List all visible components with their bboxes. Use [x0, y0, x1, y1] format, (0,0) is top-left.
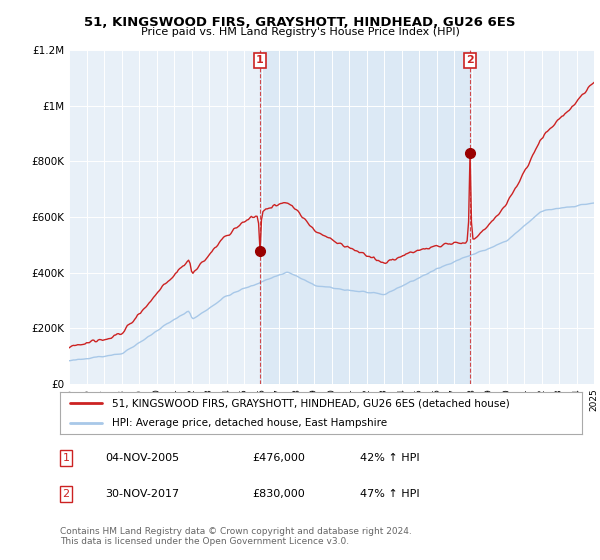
Text: HPI: Average price, detached house, East Hampshire: HPI: Average price, detached house, East…	[112, 418, 388, 428]
Text: 51, KINGSWOOD FIRS, GRAYSHOTT, HINDHEAD, GU26 6ES: 51, KINGSWOOD FIRS, GRAYSHOTT, HINDHEAD,…	[84, 16, 516, 29]
Text: 04-NOV-2005: 04-NOV-2005	[105, 453, 179, 463]
Text: 47% ↑ HPI: 47% ↑ HPI	[360, 489, 419, 499]
Text: £476,000: £476,000	[252, 453, 305, 463]
Text: 1: 1	[256, 55, 263, 66]
Text: 2: 2	[466, 55, 473, 66]
Text: 1: 1	[62, 453, 70, 463]
Text: £830,000: £830,000	[252, 489, 305, 499]
Text: 51, KINGSWOOD FIRS, GRAYSHOTT, HINDHEAD, GU26 6ES (detached house): 51, KINGSWOOD FIRS, GRAYSHOTT, HINDHEAD,…	[112, 398, 510, 408]
Text: 2: 2	[62, 489, 70, 499]
Text: 42% ↑ HPI: 42% ↑ HPI	[360, 453, 419, 463]
Text: 30-NOV-2017: 30-NOV-2017	[105, 489, 179, 499]
Text: Price paid vs. HM Land Registry's House Price Index (HPI): Price paid vs. HM Land Registry's House …	[140, 27, 460, 37]
Text: Contains HM Land Registry data © Crown copyright and database right 2024.
This d: Contains HM Land Registry data © Crown c…	[60, 526, 412, 546]
Bar	[260, 50, 470, 384]
